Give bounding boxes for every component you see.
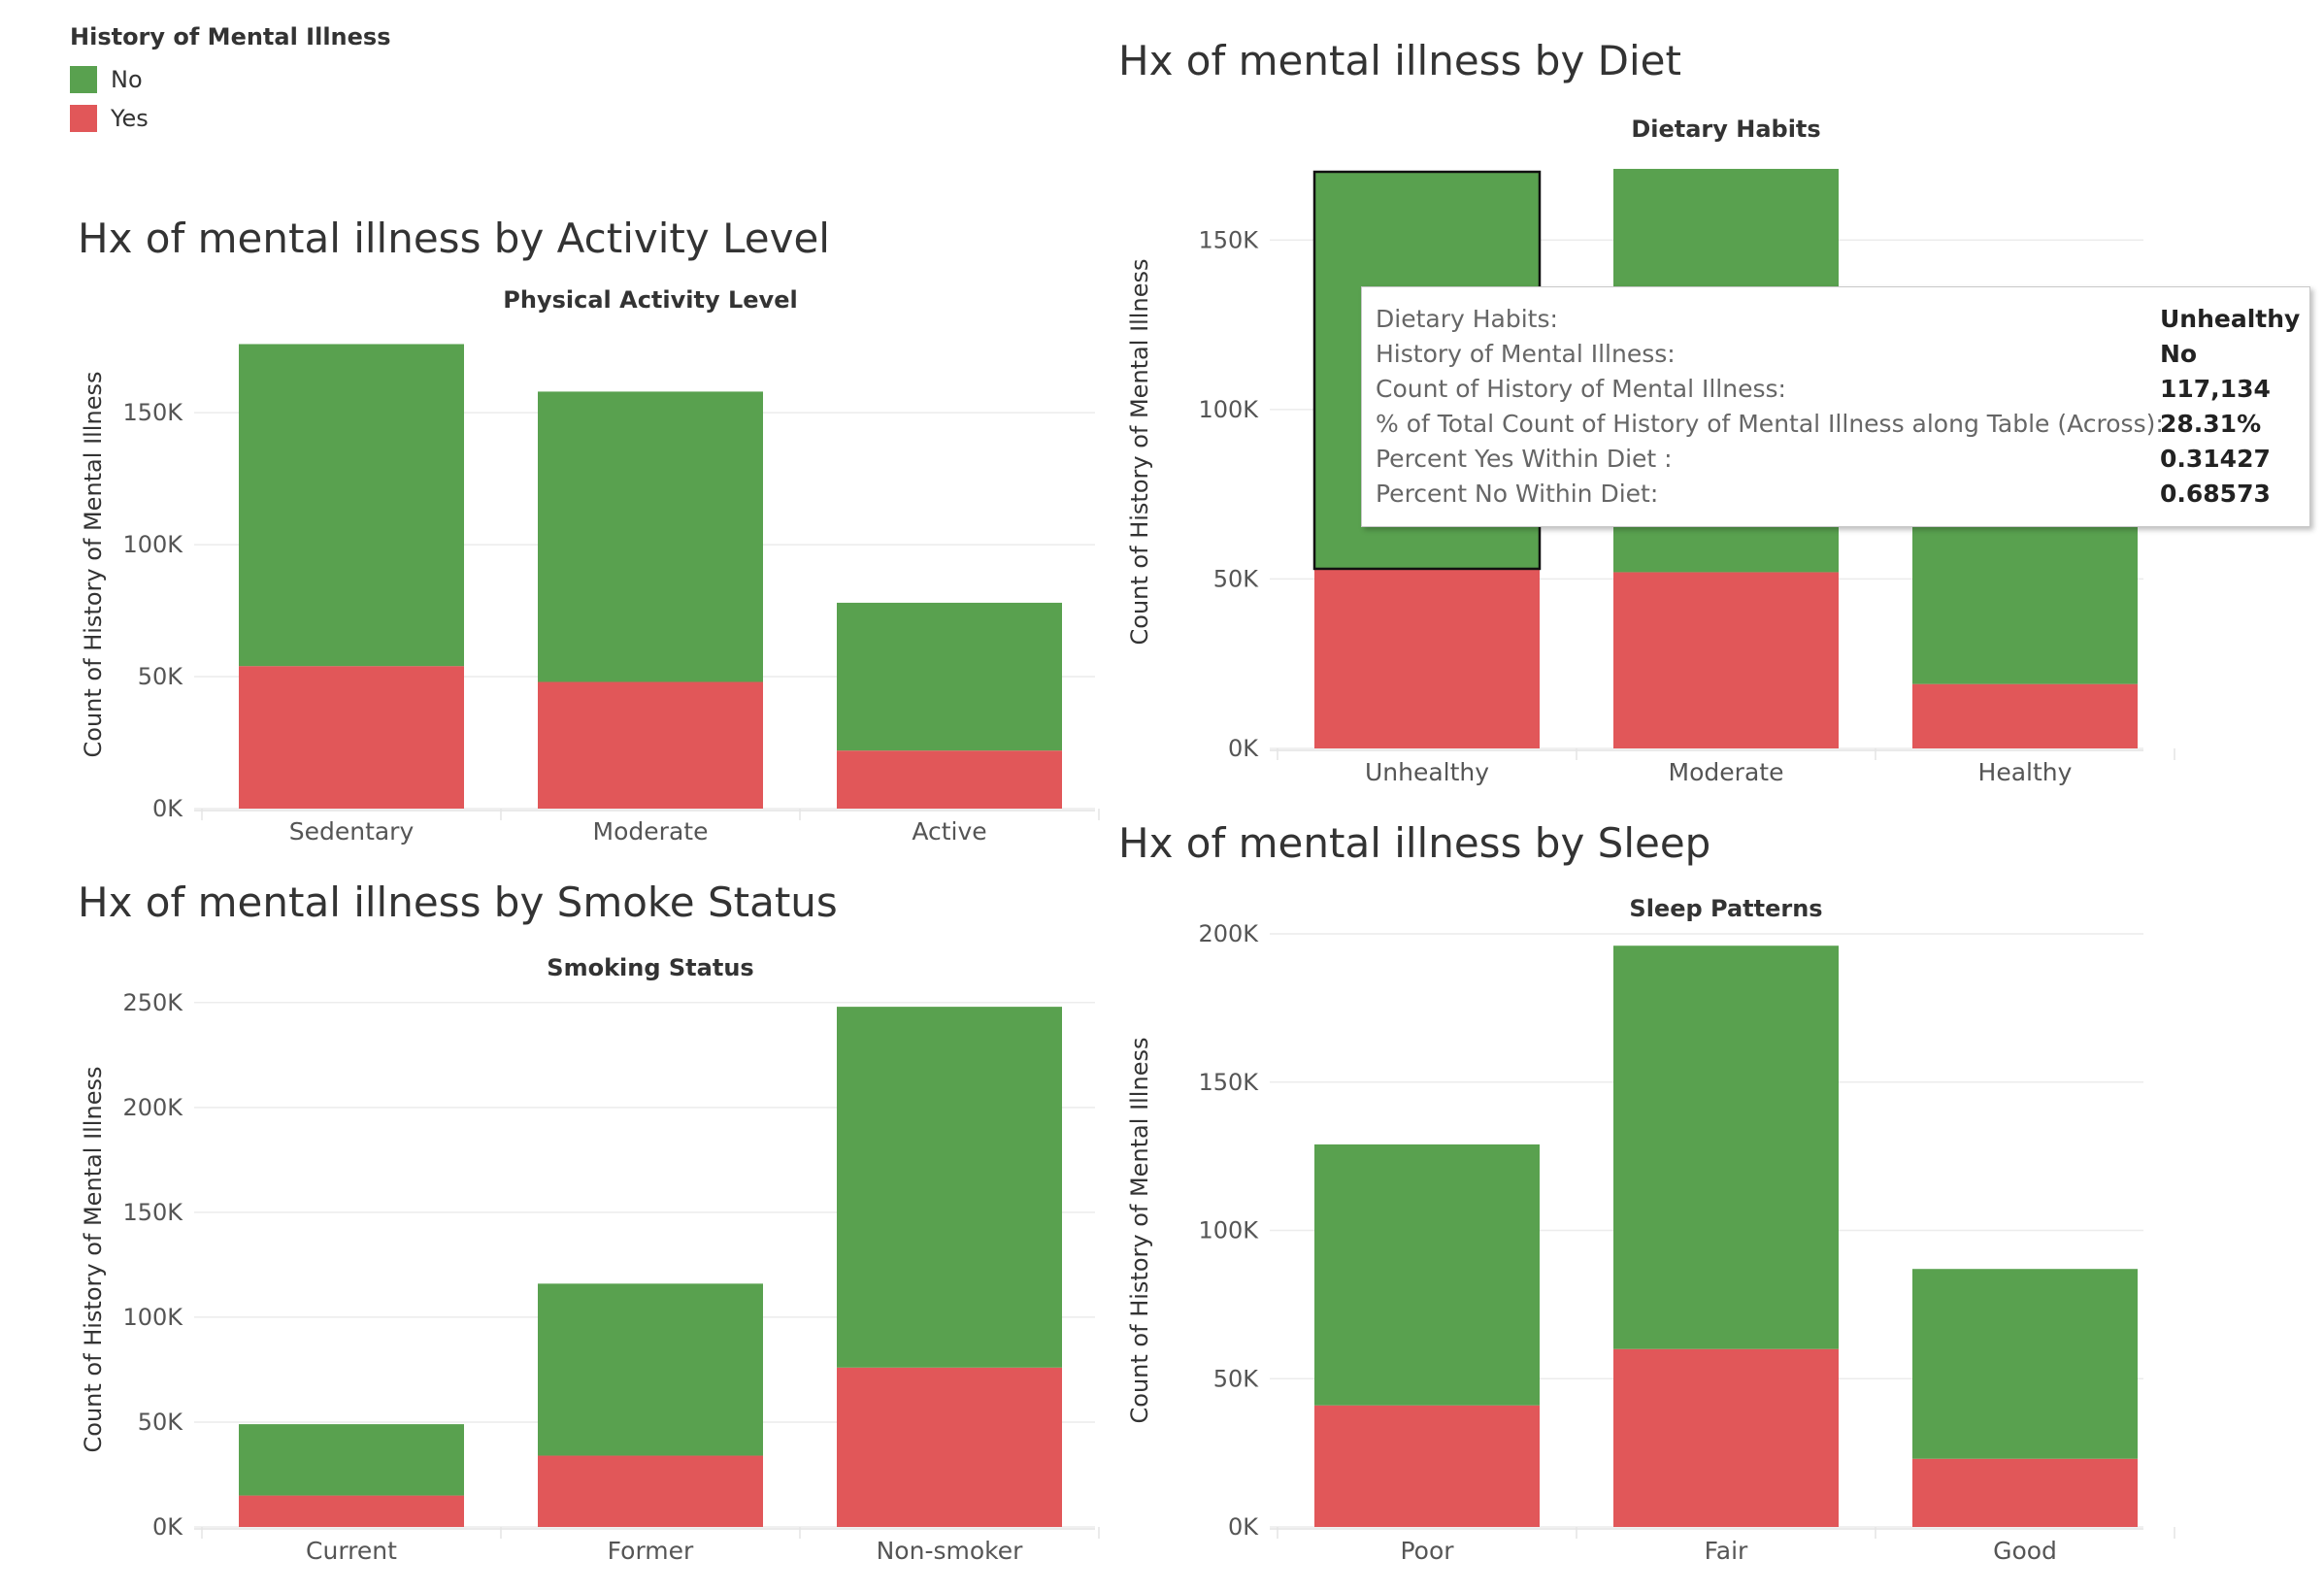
- bar-tooltip: Dietary Habits: Unhealthy History of Men…: [1361, 286, 2310, 527]
- bar-moderate-no[interactable]: [538, 391, 763, 682]
- tooltip-row-count: Count of History of Mental Illness: 117,…: [1376, 375, 2298, 410]
- tooltip-row-history: History of Mental Illness: No: [1376, 340, 2298, 375]
- tooltip-label: Percent No Within Diet:: [1376, 480, 1659, 508]
- x-tick-label: Unhealthy: [1365, 758, 1489, 786]
- bar-current-yes[interactable]: [239, 1495, 464, 1527]
- x-tick-label: Former: [608, 1537, 694, 1565]
- column-header: Smoking Status: [547, 954, 753, 981]
- bar-active-no[interactable]: [837, 602, 1062, 751]
- chart-title: Hx of mental illness by Diet: [1118, 37, 1681, 84]
- tooltip-row-percent-yes: Percent Yes Within Diet : 0.31427: [1376, 445, 2298, 480]
- tooltip-value: 28.31%: [2160, 410, 2262, 438]
- bar-current-no[interactable]: [239, 1424, 464, 1496]
- legend-swatch-yes: [70, 105, 97, 132]
- chart-title: Hx of mental illness by Sleep: [1118, 819, 1710, 867]
- tooltip-value: No: [2160, 340, 2198, 368]
- y-tick-label: 50K: [138, 663, 184, 690]
- chart-title: Hx of mental illness by Smoke Status: [78, 879, 838, 926]
- bar-good-yes[interactable]: [1912, 1458, 2138, 1527]
- x-tick-label: Active: [912, 817, 986, 846]
- bar-poor-no[interactable]: [1314, 1144, 1540, 1406]
- tooltip-value: 0.68573: [2160, 480, 2271, 508]
- x-tick-label: Moderate: [593, 817, 709, 846]
- tooltip-label: Count of History of Mental Illness:: [1376, 375, 1786, 403]
- chart-sleep-patterns: Hx of mental illness by Sleep Sleep Patte…: [1118, 819, 2175, 1565]
- y-tick-label: 200K: [122, 1094, 183, 1121]
- x-tick-label: Good: [1993, 1537, 2057, 1565]
- tooltip-label: Dietary Habits:: [1376, 305, 1558, 333]
- y-axis-title: Count of History of Mental Illness: [1126, 259, 1153, 646]
- bar-moderate-yes[interactable]: [538, 681, 763, 809]
- y-tick-label: 100K: [1198, 1217, 1259, 1244]
- bar-sedentary-no[interactable]: [239, 344, 464, 667]
- legend-label-no: No: [111, 66, 143, 93]
- bar-former-yes[interactable]: [538, 1455, 763, 1527]
- y-tick-label: 50K: [1213, 565, 1260, 592]
- x-tick-label: Poor: [1400, 1537, 1454, 1565]
- tooltip-value: 0.31427: [2160, 445, 2271, 473]
- legend-item-no[interactable]: No: [70, 60, 391, 99]
- bar-non-smoker-no[interactable]: [837, 1007, 1062, 1368]
- tooltip-label: % of Total Count of History of Mental Il…: [1376, 410, 2164, 438]
- x-tick-label: Moderate: [1669, 758, 1784, 786]
- y-tick-label: 150K: [122, 399, 183, 426]
- bar-poor-yes[interactable]: [1314, 1405, 1540, 1527]
- bar-fair-no[interactable]: [1613, 945, 1839, 1349]
- bar-unhealthy-yes[interactable]: [1314, 568, 1540, 748]
- bar-moderate-yes[interactable]: [1613, 572, 1839, 748]
- bar-fair-yes[interactable]: [1613, 1348, 1839, 1527]
- chart-title: Hx of mental illness by Activity Level: [78, 215, 830, 262]
- tooltip-row-percent-no: Percent No Within Diet: 0.68573: [1376, 480, 2298, 514]
- bar-good-no[interactable]: [1912, 1269, 2138, 1459]
- tooltip-value: 117,134: [2160, 375, 2271, 403]
- y-tick-label: 150K: [1198, 226, 1259, 253]
- y-tick-label: 100K: [122, 531, 183, 558]
- x-tick-label: Sedentary: [289, 817, 415, 846]
- chart-smoking-status: Hx of mental illness by Smoke Status Smok…: [78, 879, 1100, 1565]
- tooltip-label: History of Mental Illness:: [1376, 340, 1676, 368]
- x-tick-label: Fair: [1705, 1537, 1748, 1565]
- color-legend: History of Mental Illness No Yes: [70, 23, 391, 138]
- bar-sedentary-yes[interactable]: [239, 666, 464, 809]
- legend-item-yes[interactable]: Yes: [70, 99, 391, 138]
- bar-active-yes[interactable]: [837, 750, 1062, 809]
- column-header: Sleep Patterns: [1629, 895, 1822, 922]
- legend-label-yes: Yes: [111, 105, 149, 132]
- y-tick-label: 150K: [122, 1199, 183, 1226]
- column-header: Physical Activity Level: [503, 286, 797, 314]
- y-tick-label: 250K: [122, 989, 183, 1016]
- tooltip-value: Unhealthy: [2160, 305, 2301, 333]
- chart-physical-activity-level: Hx of mental illness by Activity Level Ph…: [78, 215, 1100, 846]
- y-tick-label: 200K: [1198, 920, 1259, 947]
- column-header: Dietary Habits: [1631, 116, 1820, 143]
- y-tick-label: 0K: [1228, 1513, 1259, 1541]
- bar-healthy-yes[interactable]: [1912, 683, 2138, 748]
- y-axis-title: Count of History of Mental Illness: [80, 372, 107, 758]
- x-tick-label: Healthy: [1978, 758, 2073, 786]
- tooltip-row-percent-total: % of Total Count of History of Mental Il…: [1376, 410, 2298, 445]
- y-tick-label: 150K: [1198, 1069, 1259, 1096]
- legend-swatch-no: [70, 66, 97, 93]
- y-tick-label: 0K: [152, 795, 183, 822]
- tooltip-row-dietary-habits: Dietary Habits: Unhealthy: [1376, 305, 2301, 340]
- legend-title: History of Mental Illness: [70, 23, 391, 50]
- x-tick-label: Non-smoker: [877, 1537, 1024, 1565]
- tooltip-label: Percent Yes Within Diet :: [1376, 445, 1673, 473]
- y-axis-title: Count of History of Mental Illness: [80, 1067, 107, 1453]
- y-axis-title: Count of History of Mental Illness: [1126, 1038, 1153, 1424]
- y-tick-label: 0K: [1228, 735, 1259, 762]
- x-tick-label: Current: [306, 1537, 397, 1565]
- bar-non-smoker-yes[interactable]: [837, 1367, 1062, 1527]
- bar-former-no[interactable]: [538, 1283, 763, 1456]
- y-tick-label: 50K: [138, 1409, 184, 1436]
- y-tick-label: 100K: [1198, 396, 1259, 423]
- y-tick-label: 100K: [122, 1304, 183, 1331]
- y-tick-label: 0K: [152, 1513, 183, 1541]
- y-tick-label: 50K: [1213, 1365, 1260, 1392]
